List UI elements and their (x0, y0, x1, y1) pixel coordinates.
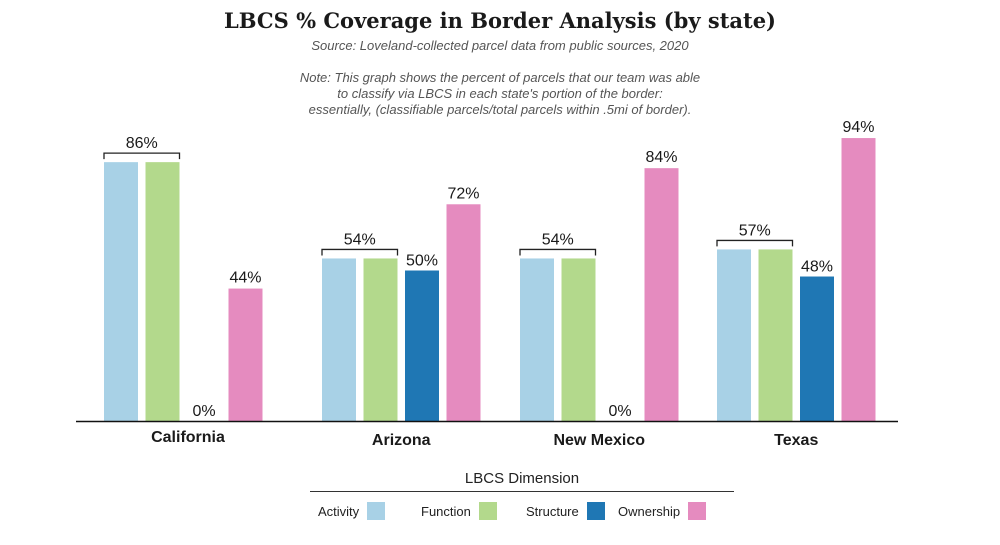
bar-california-function (145, 162, 180, 421)
legend-label-function: Function (421, 503, 471, 519)
bar-california-ownership (228, 288, 263, 421)
x-tick-label-arizona: Arizona (372, 432, 431, 449)
note-line-2: to classify via LBCS in each state's por… (337, 86, 663, 101)
data-label-arizona-activity-function: 54% (344, 231, 376, 248)
bar-new-mexico-ownership (644, 168, 679, 421)
legend-label-ownership: Ownership (618, 503, 681, 519)
legend-item-ownership: Ownership (618, 502, 707, 520)
x-tick-label-texas: Texas (774, 432, 818, 449)
legend-swatch-activity (367, 502, 386, 520)
bar-arizona-activity (322, 258, 356, 421)
bar-texas-ownership (841, 138, 876, 421)
chart-title: LBCS % Coverage in Border Analysis (by s… (223, 8, 776, 33)
bracket-arizona (321, 248, 399, 256)
legend-swatch-structure (586, 502, 605, 520)
note-line-3: essentially, (classifiable parcels/total… (308, 102, 692, 117)
data-label-california-activity-function: 86% (126, 135, 158, 152)
bar-texas-function (758, 249, 793, 421)
bar-texas-activity (717, 249, 751, 421)
legend-item-function: Function (421, 502, 497, 520)
data-label-arizona-ownership: 72% (447, 185, 479, 202)
note-line-1: Note: This graph shows the percent of pa… (299, 70, 701, 85)
x-tick-label-california: California (151, 429, 225, 446)
legend-label-structure: Structure (526, 503, 579, 519)
bar-arizona-function (363, 258, 398, 421)
data-label-texas-activity-function: 57% (739, 222, 771, 239)
bracket-texas (716, 239, 794, 247)
x-tick-label-new-mexico: New Mexico (553, 432, 645, 449)
data-label-arizona-structure: 50% (406, 253, 438, 270)
bracket-new-mexico (519, 248, 597, 256)
legend-divider (310, 491, 734, 492)
chart-note: Note: This graph shows the percent of pa… (200, 70, 800, 118)
bar-texas-structure (800, 276, 834, 421)
legend-item-activity: Activity (318, 502, 386, 520)
bar-california-activity (104, 162, 138, 421)
bar-new-mexico-activity (520, 258, 554, 421)
data-label-california-ownership: 44% (229, 270, 261, 287)
bar-arizona-ownership (446, 204, 481, 421)
bracket-california (103, 152, 181, 160)
chart-subtitle: Source: Loveland-collected parcel data f… (311, 38, 689, 53)
data-label-texas-ownership: 94% (842, 119, 874, 136)
legend-title: LBCS Dimension (464, 470, 580, 487)
bar-new-mexico-function (561, 258, 596, 421)
data-label-new-mexico-structure: 0% (608, 403, 631, 420)
legend-label-activity: Activity (318, 503, 360, 519)
legend-swatch-function (478, 502, 497, 520)
legend-item-structure: Structure (526, 502, 605, 520)
data-label-california-structure: 0% (192, 403, 215, 420)
data-label-texas-structure: 48% (801, 259, 833, 276)
data-label-new-mexico-activity-function: 54% (542, 231, 574, 248)
legend-swatch-ownership (688, 502, 707, 520)
bar-arizona-structure (405, 270, 439, 421)
data-label-new-mexico-ownership: 84% (645, 149, 677, 166)
